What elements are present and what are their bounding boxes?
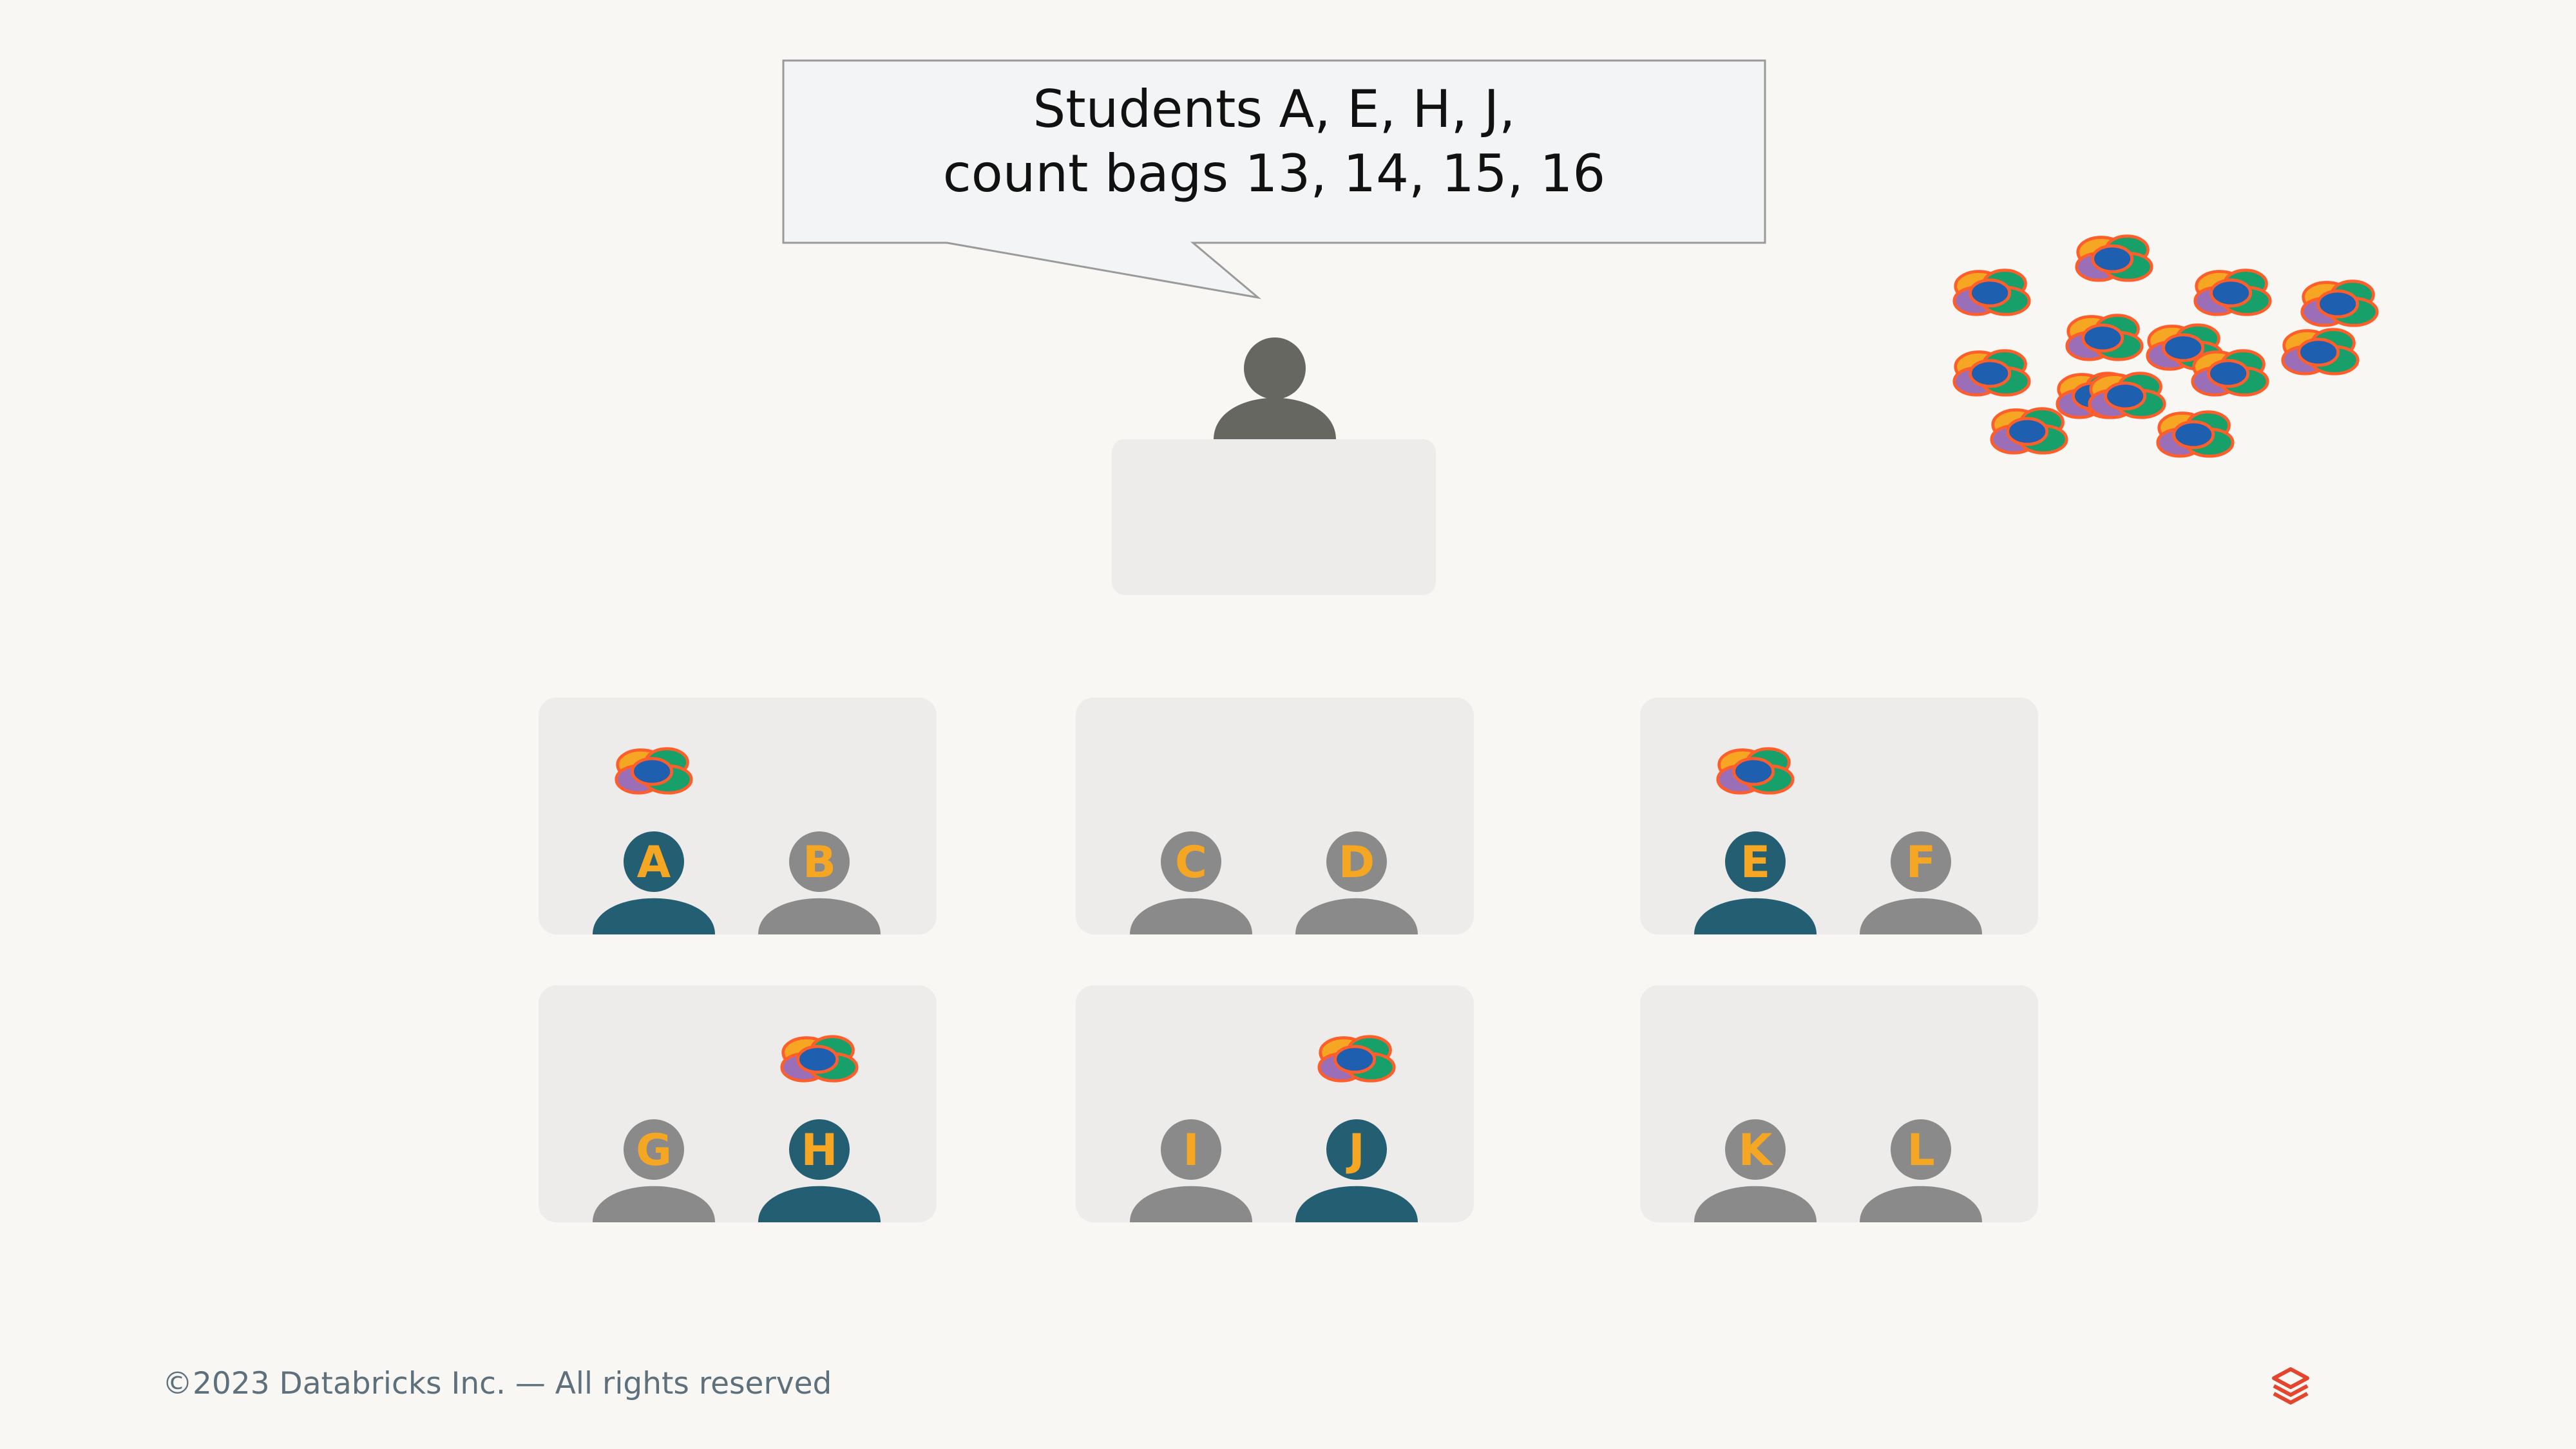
student-head (1161, 831, 1221, 892)
student-letter: D (1339, 837, 1375, 888)
data-bag-icon (2193, 351, 2267, 395)
callout-text: Students A, E, H, J, count bags 13, 14, … (783, 77, 1765, 206)
student-letter: E (1741, 837, 1770, 888)
student-head (1725, 831, 1786, 892)
student-letter: A (637, 837, 671, 888)
student-G: G (593, 1119, 715, 1222)
student-body (1130, 1186, 1252, 1222)
student-A: A (593, 749, 715, 934)
data-bag-icon (782, 1037, 857, 1081)
student-head (1725, 1119, 1786, 1180)
student-letter: B (803, 837, 836, 888)
student-letter: H (801, 1125, 838, 1176)
student-body (1295, 1186, 1418, 1222)
data-bag-icon (1992, 409, 2066, 453)
student-I: I (1130, 1119, 1252, 1222)
student-head (1326, 831, 1387, 892)
student-body (1860, 898, 1982, 934)
student-body (1130, 898, 1252, 934)
student-letter: G (636, 1125, 672, 1176)
student-body (1295, 898, 1418, 934)
student-letter: L (1907, 1125, 1934, 1176)
table-surface (1640, 985, 2038, 1222)
speech-bubble (782, 59, 1766, 299)
data-bag-icon (2158, 412, 2233, 457)
table-surface (539, 697, 937, 934)
student-head (1326, 1119, 1387, 1180)
student-body (593, 1186, 715, 1222)
data-bag-icon (1319, 1037, 1394, 1081)
student-H: H (758, 1037, 881, 1222)
data-bag-icon (2195, 270, 2270, 315)
student-C: C (1130, 831, 1252, 934)
teacher-figure (1214, 337, 1336, 440)
teacher-head (1244, 337, 1306, 399)
table-surface (1076, 697, 1474, 934)
student-B: B (758, 831, 881, 934)
teacher-desk (1112, 439, 1436, 595)
student-body (758, 898, 881, 934)
student-head (1891, 1119, 1951, 1180)
data-bag-icon (616, 749, 691, 793)
data-bag-icon (2283, 330, 2358, 374)
teacher-body (1214, 397, 1336, 440)
data-bag-icon (1954, 351, 2029, 395)
student-body (758, 1186, 881, 1222)
tables-layer: A B C D E FG H I J K L (539, 697, 2038, 1222)
student-body (593, 898, 715, 934)
data-bag-icon (1954, 270, 2029, 315)
student-body (1694, 1186, 1817, 1222)
data-bag-icon (2302, 281, 2377, 326)
student-F: F (1860, 831, 1982, 934)
table-surface (1076, 985, 1474, 1222)
student-D: D (1295, 831, 1418, 934)
student-letter: I (1183, 1125, 1199, 1176)
student-body (1860, 1186, 1982, 1222)
student-letter: J (1346, 1125, 1364, 1176)
student-head (1161, 1119, 1221, 1180)
student-letter: F (1906, 837, 1936, 888)
data-bag-icon (2090, 374, 2164, 418)
databricks-logo-icon (2272, 1367, 2309, 1405)
table-surface (539, 985, 937, 1222)
student-K: K (1694, 1119, 1817, 1222)
footer-copyright: ©2023 Databricks Inc. — All rights reser… (162, 1366, 832, 1401)
student-L: L (1860, 1119, 1982, 1222)
student-J: J (1295, 1037, 1418, 1222)
data-bag-icon (2067, 316, 2142, 360)
student-letter: C (1175, 837, 1207, 888)
student-head (789, 1119, 850, 1180)
student-head (624, 831, 684, 892)
data-bag-icon (2077, 236, 2151, 281)
student-head (624, 1119, 684, 1180)
callout-line-2: count bags 13, 14, 15, 16 (942, 144, 1606, 204)
student-E: E (1694, 749, 1817, 934)
callout-line-1: Students A, E, H, J, (1033, 79, 1516, 139)
student-head (789, 831, 850, 892)
table-surface (1640, 697, 2038, 934)
data-bag-icon (1718, 749, 1793, 793)
student-body (1694, 898, 1817, 934)
student-letter: K (1739, 1125, 1774, 1176)
student-head (1891, 831, 1951, 892)
bag-pile (1954, 236, 2377, 457)
